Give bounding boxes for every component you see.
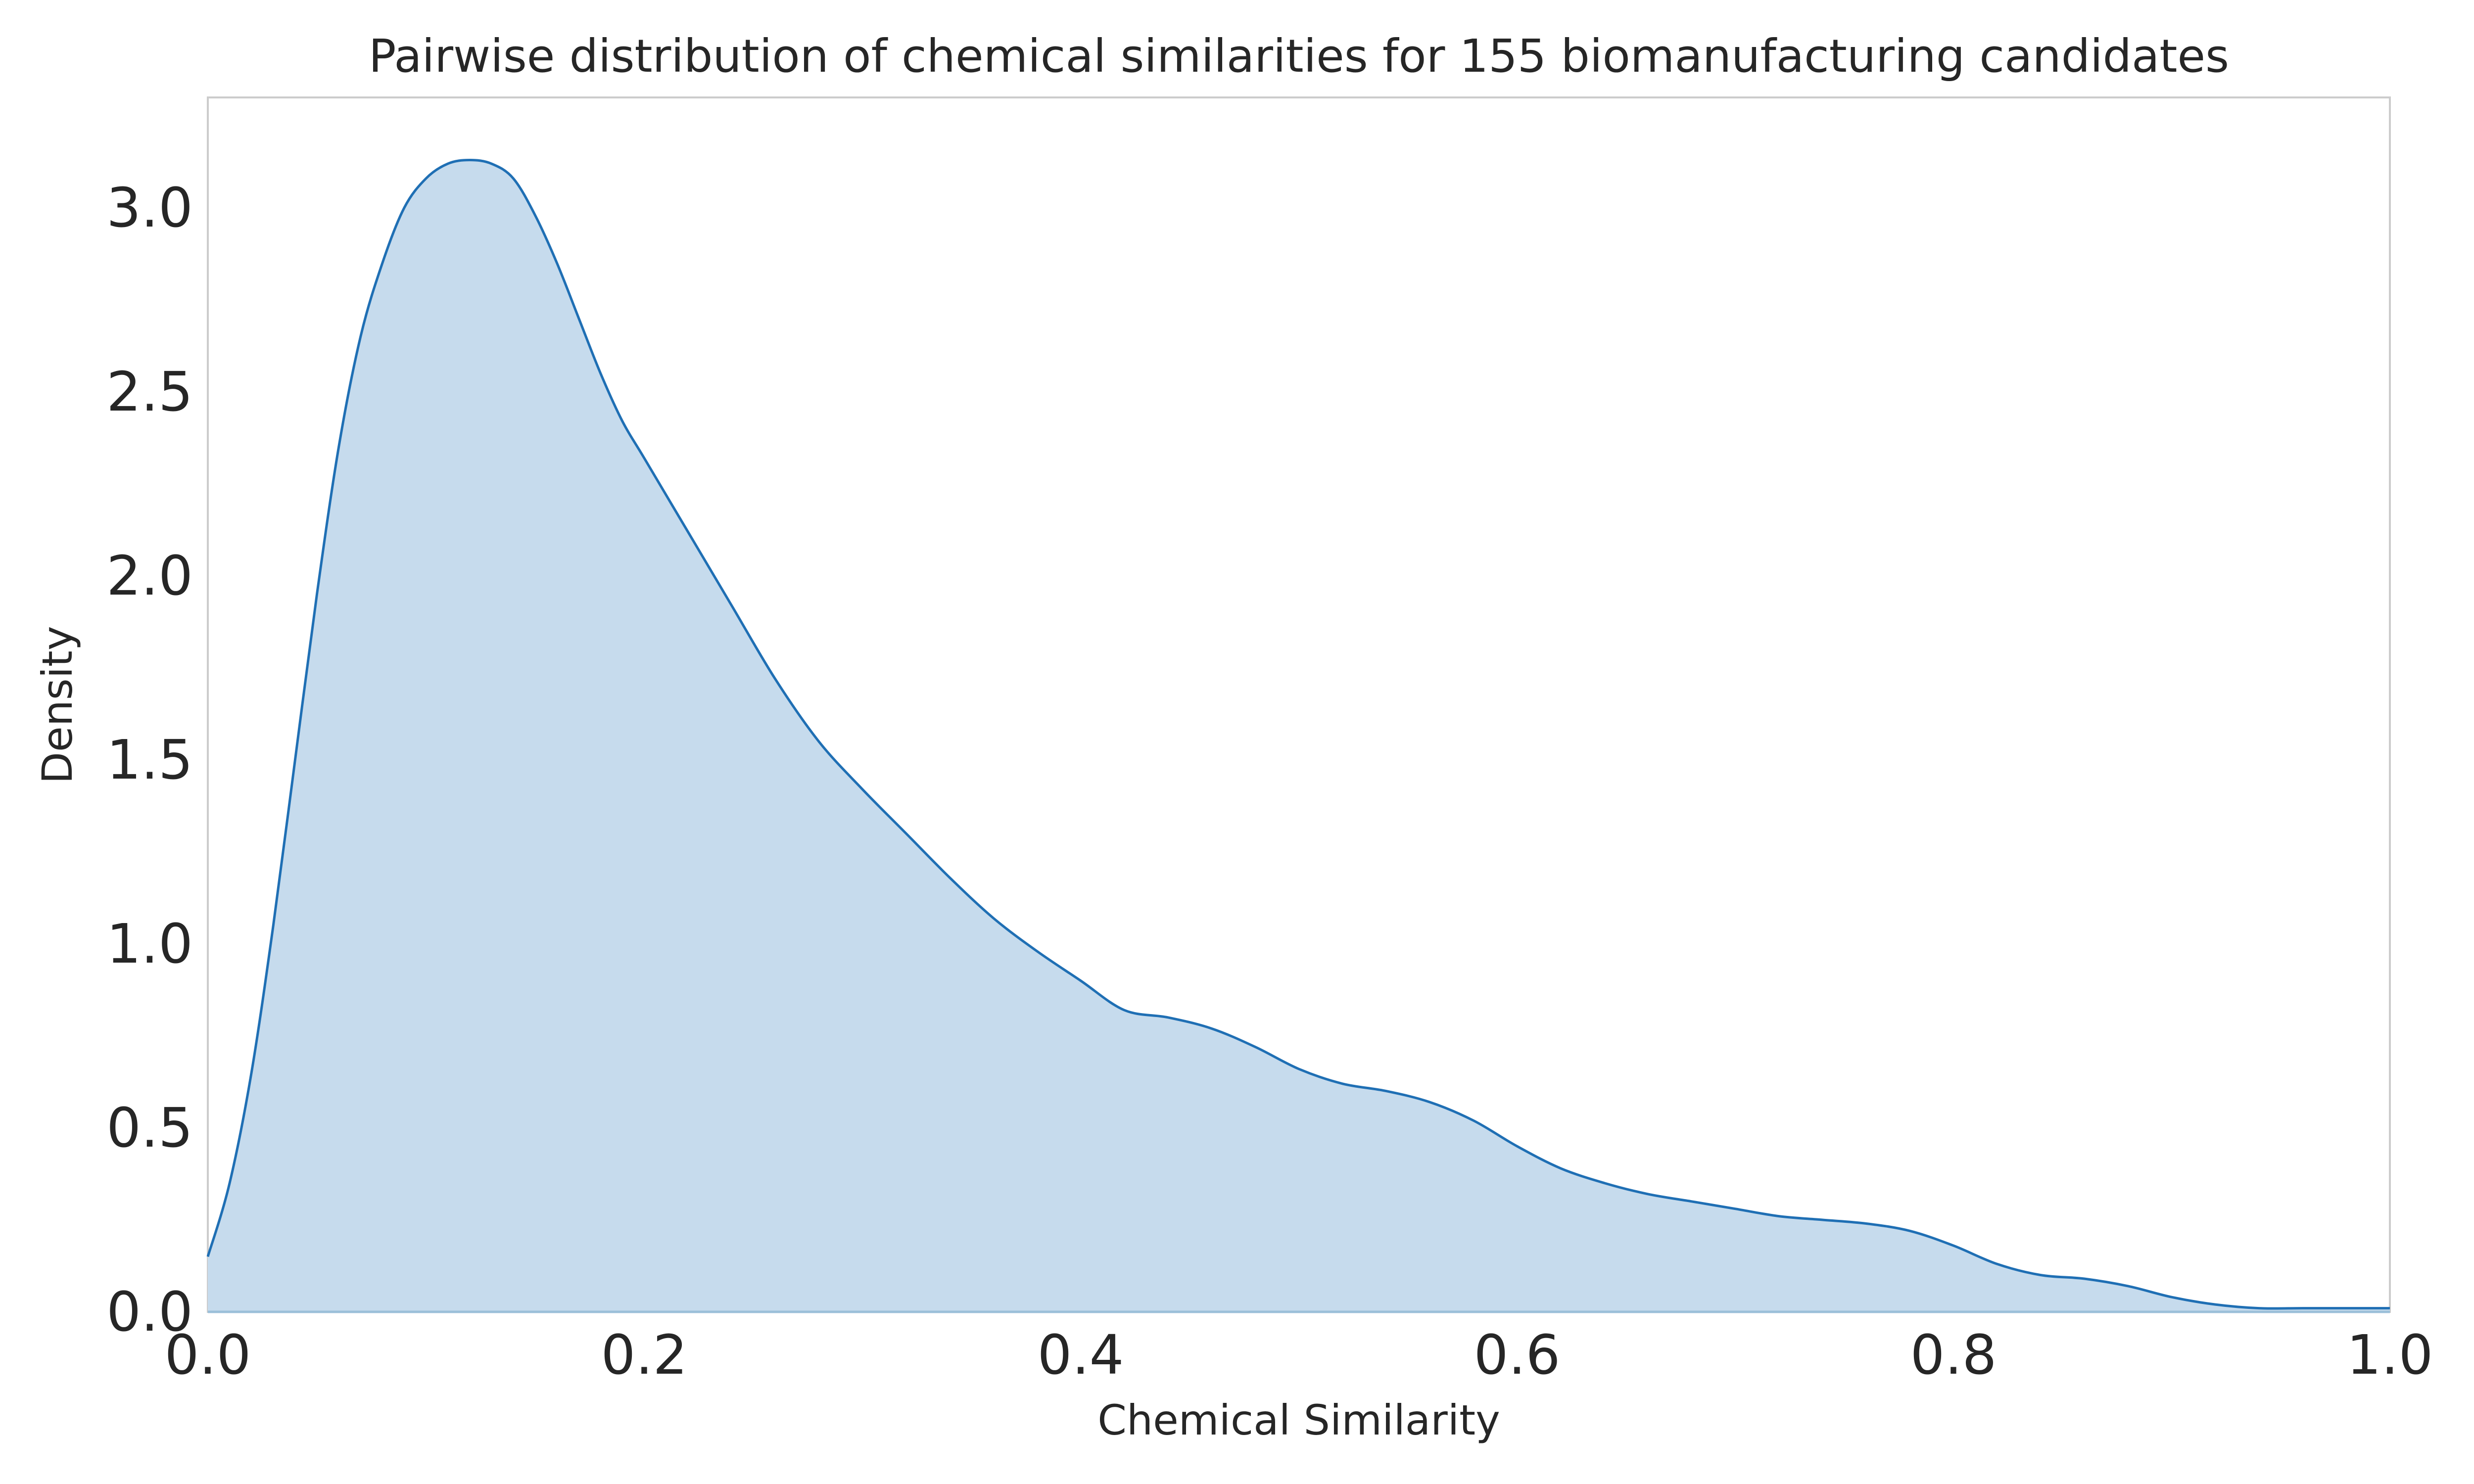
x-tick-label: 0.6 [1474,1323,1561,1387]
y-tick-label: 1.0 [106,912,193,975]
y-tick-label: 3.0 [106,176,193,239]
chart-title: Pairwise distribution of chemical simila… [369,30,2229,83]
x-tick-labels: 0.0 0.2 0.4 0.6 0.8 1.0 [165,1323,2433,1387]
density-line [206,158,2390,1310]
y-tick-labels: 0.0 0.5 1.0 1.5 2.0 2.5 3.0 [106,176,193,1344]
y-tick-label: 2.0 [106,544,193,607]
x-axis-label: Chemical Similarity [1097,1396,1500,1444]
x-tick-label: 1.0 [2347,1323,2433,1387]
y-tick-label: 1.5 [106,728,193,791]
y-axis-label: Density [33,626,82,784]
x-tick-label: 0.8 [1910,1323,1997,1387]
y-tick-label: 2.5 [106,360,193,423]
y-tick-label: 0.0 [106,1280,193,1344]
x-tick-label: 0.0 [165,1323,251,1387]
x-tick-label: 0.4 [1038,1323,1124,1387]
y-tick-label: 0.5 [106,1096,193,1159]
x-tick-label: 0.2 [601,1323,688,1387]
density-fill-area [208,160,2390,1312]
